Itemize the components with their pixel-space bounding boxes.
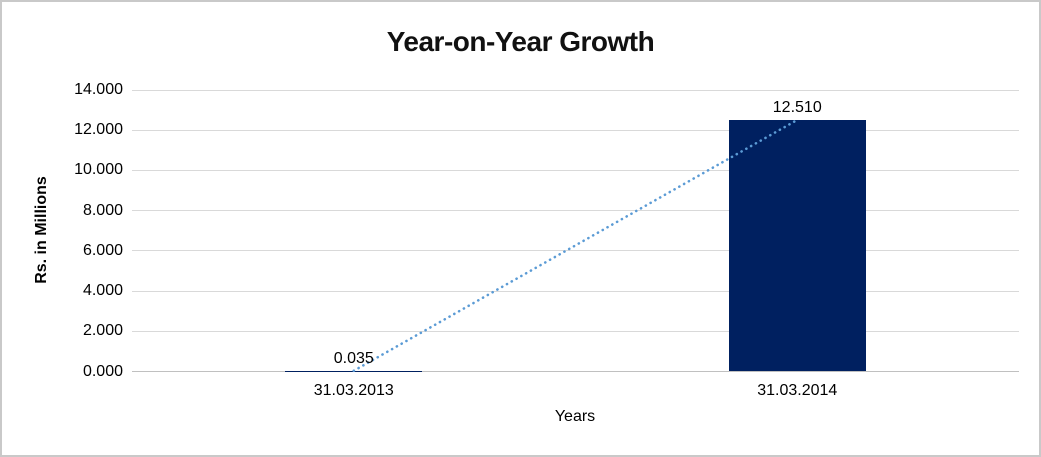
data-label-31.03.2014: 12.510 (772, 98, 822, 116)
gridline-2.000 (132, 330, 1019, 332)
gridline-8.000 (132, 210, 1019, 212)
y-tick-label-4.000: 4.000 (82, 282, 123, 300)
y-tick-label-6.000: 6.000 (82, 241, 123, 259)
x-tick-label-31.03.2013: 31.03.2013 (313, 382, 394, 399)
gridline-4.000 (132, 290, 1019, 292)
y-tick-label-0.000: 0.000 (82, 362, 123, 380)
x-tick-label-31.03.2014: 31.03.2014 (757, 382, 838, 399)
trendline-dotted-line (352, 118, 799, 373)
y-tick-label-12.000: 12.000 (74, 121, 123, 139)
y-tick-label-2.000: 2.000 (82, 322, 123, 340)
chart-title: Year-on-Year Growth (386, 26, 655, 57)
bar-31.03.2014 (728, 119, 866, 372)
gridline-12.000 (132, 129, 1019, 131)
y-tick-label-8.000: 8.000 (82, 201, 123, 219)
y-axis-title: Rs. in Millions (33, 176, 50, 284)
data-label-31.03.2013: 0.035 (333, 349, 374, 367)
gridline-10.000 (132, 169, 1019, 171)
x-axis-title: Years (554, 408, 596, 425)
trendline (352, 118, 799, 373)
gridline-6.000 (132, 250, 1019, 252)
gridline-14.000 (132, 89, 1019, 91)
gridline-0.000 (132, 371, 1019, 372)
y-tick-label-14.000: 14.000 (74, 81, 123, 98)
y-tick-label-10.000: 10.000 (74, 161, 123, 179)
